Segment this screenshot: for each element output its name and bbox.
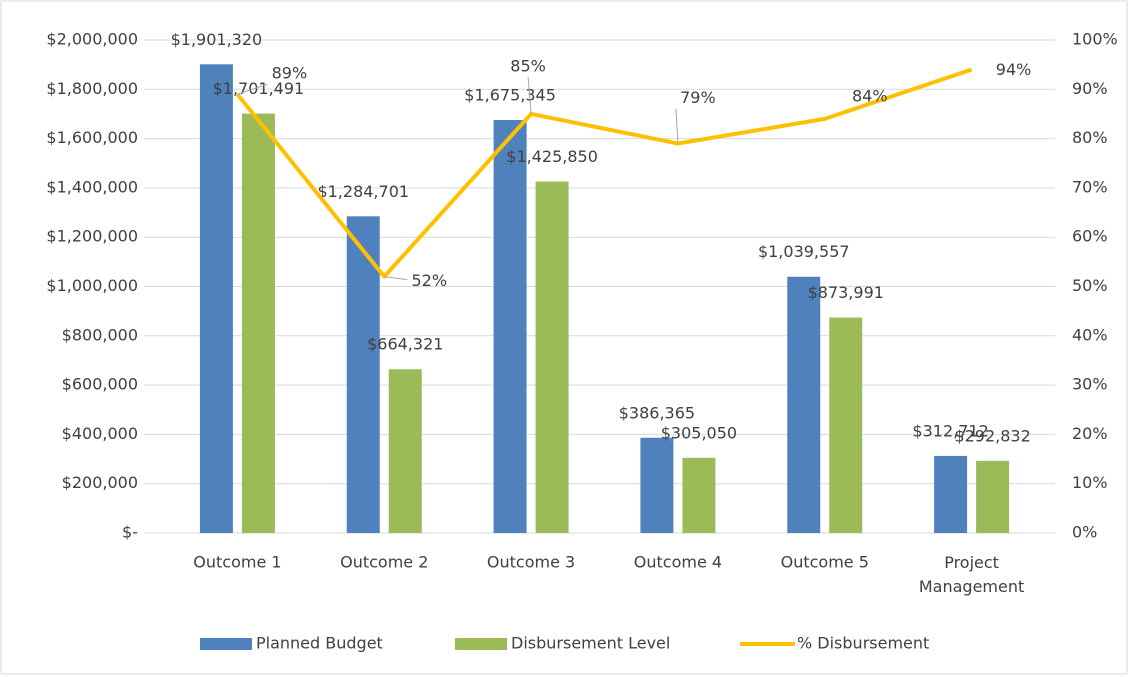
leader-line xyxy=(384,276,408,281)
data-label: $1,284,701 xyxy=(317,182,409,201)
legend-label: Disbursement Level xyxy=(511,634,670,653)
y2-tick-label: 40% xyxy=(1072,325,1108,344)
bar xyxy=(493,120,527,533)
y2-tick-label: 50% xyxy=(1072,276,1108,295)
data-label: 79% xyxy=(680,88,716,107)
data-label: 52% xyxy=(411,271,447,290)
y2-tick-label: 100% xyxy=(1072,30,1118,49)
x-tick-label: Outcome 3 xyxy=(487,553,575,572)
bar xyxy=(934,455,968,533)
legend-swatch xyxy=(455,638,507,650)
y-tick-label: $200,000 xyxy=(62,473,138,492)
bar xyxy=(199,64,233,534)
bar xyxy=(976,460,1010,533)
bar xyxy=(787,276,821,533)
y2-tick-label: 10% xyxy=(1072,473,1108,492)
data-label: $305,050 xyxy=(661,423,737,442)
y-tick-label: $800,000 xyxy=(62,325,138,344)
data-label: $1,675,345 xyxy=(464,86,556,105)
x-tick-label: Outcome 2 xyxy=(340,553,428,572)
x-tick-label: Outcome 4 xyxy=(634,553,722,572)
y2-tick-label: 20% xyxy=(1072,424,1108,443)
y-tick-label: $1,400,000 xyxy=(46,177,138,196)
leader-line xyxy=(527,76,532,114)
y-tick-label: $1,800,000 xyxy=(46,79,138,98)
x-tick-label: Project Management xyxy=(919,553,1024,596)
data-label: $312,712 xyxy=(912,421,988,440)
bar xyxy=(535,181,569,534)
bar xyxy=(829,317,863,533)
data-label: $1,901,320 xyxy=(171,30,263,49)
data-label: $873,991 xyxy=(808,283,884,302)
y2-tick-label: 70% xyxy=(1072,177,1108,196)
y-tick-label: $1,600,000 xyxy=(46,128,138,147)
data-label: $1,701,491 xyxy=(213,79,305,98)
data-label: $1,425,850 xyxy=(506,147,598,166)
data-label: $292,832 xyxy=(954,426,1030,445)
bar xyxy=(346,216,380,533)
y2-tick-label: 30% xyxy=(1072,375,1108,394)
data-label: 85% xyxy=(510,56,546,75)
data-label: $386,365 xyxy=(619,403,695,422)
y-tick-label: $2,000,000 xyxy=(46,30,138,49)
y2-tick-label: 90% xyxy=(1072,79,1108,98)
y2-tick-label: 60% xyxy=(1072,227,1108,246)
legend-swatch xyxy=(200,638,252,650)
y-tick-label: $1,000,000 xyxy=(46,276,138,295)
bar xyxy=(640,437,674,533)
y-tick-label: $1,200,000 xyxy=(46,227,138,246)
leader-line xyxy=(675,108,679,144)
data-label: $664,321 xyxy=(367,335,443,354)
line xyxy=(235,67,973,279)
y-tick-label: $600,000 xyxy=(62,375,138,394)
data-label: 84% xyxy=(852,86,888,105)
legend-label: % Disbursement xyxy=(797,634,929,653)
bar xyxy=(388,369,422,533)
data-label: $1,039,557 xyxy=(758,242,850,261)
legend-label: Planned Budget xyxy=(256,634,383,653)
leader-line xyxy=(237,83,268,95)
x-tick-label: Outcome 1 xyxy=(193,553,281,572)
y2-tick-label: 0% xyxy=(1072,523,1097,542)
data-label: 94% xyxy=(996,60,1032,79)
bar xyxy=(682,457,716,533)
x-tick-label: Outcome 5 xyxy=(781,553,869,572)
y-tick-label: $- xyxy=(122,523,138,542)
y2-tick-label: 80% xyxy=(1072,128,1108,147)
bar xyxy=(241,113,275,534)
data-label: 89% xyxy=(272,64,308,83)
y-tick-label: $400,000 xyxy=(62,424,138,443)
